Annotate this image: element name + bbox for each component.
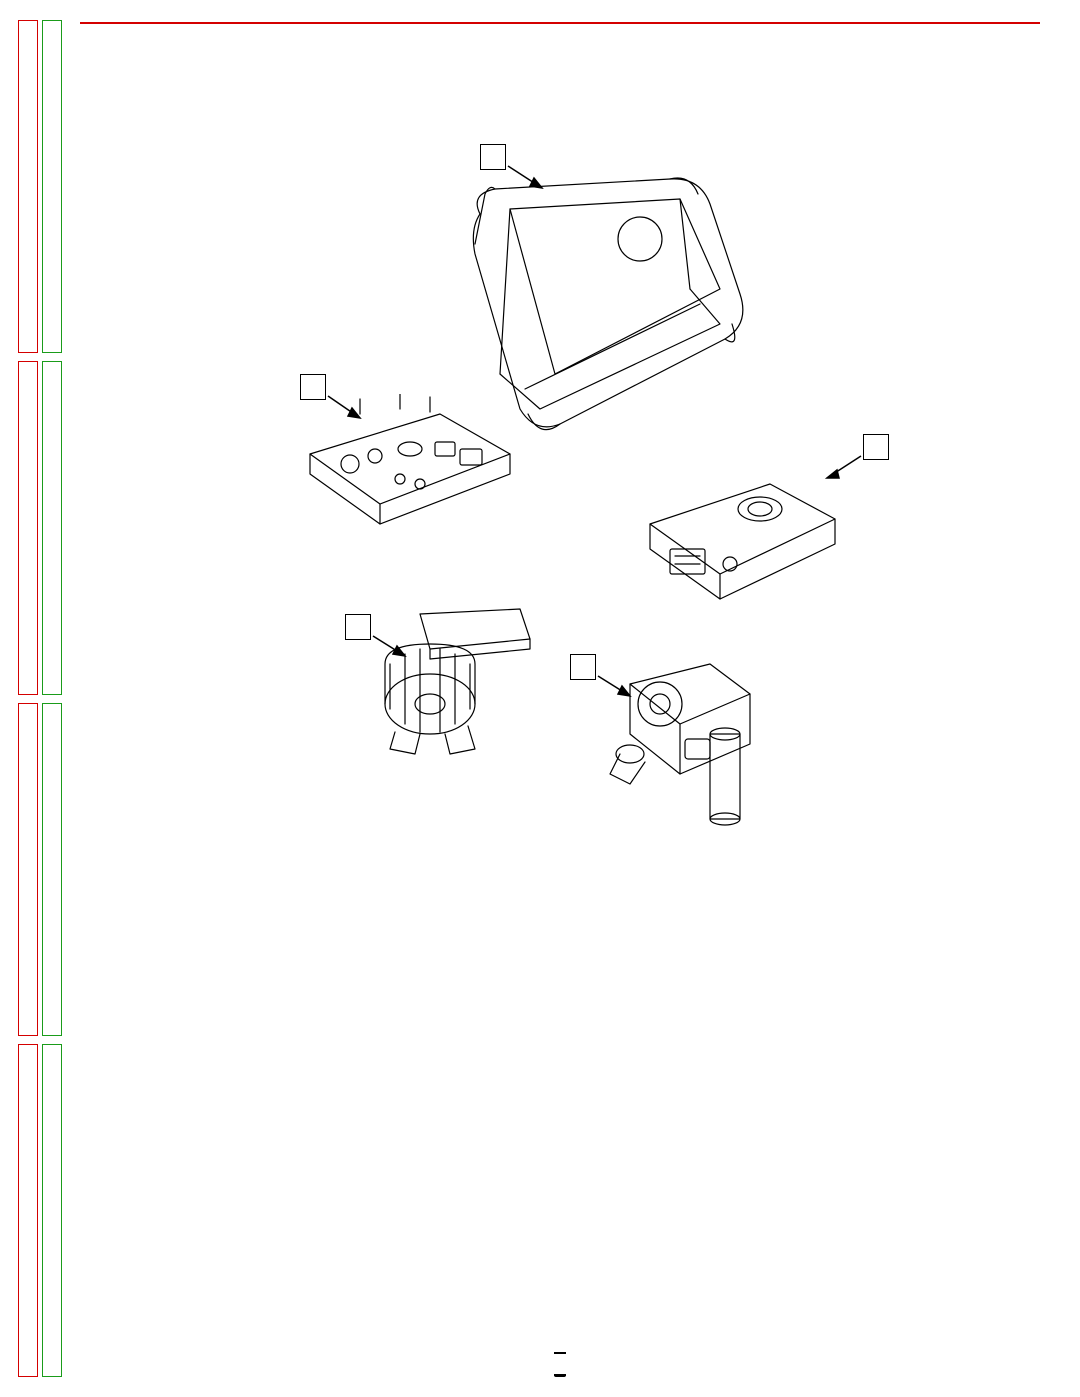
callout-number [570,654,596,680]
callout-number [863,434,889,460]
callout-number [300,374,326,400]
return-section-toc-tab[interactable] [18,703,38,1036]
page-content [80,20,1040,1377]
callout-1 [480,144,554,194]
return-master-toc-tab[interactable] [42,703,62,1036]
callout-5 [570,654,644,704]
return-master-toc-tab[interactable] [42,1044,62,1377]
part-rear-panel-fuel-tank [630,464,850,614]
master-toc-column [42,20,62,1377]
major-component-diagram [240,144,880,804]
return-section-toc-tab[interactable] [18,1044,38,1377]
section-toc-column [18,20,38,1377]
page-header [80,20,1040,24]
callout-4 [815,434,889,484]
return-master-toc-tab[interactable] [42,20,62,353]
brand-logo [554,1354,566,1377]
callout-3 [345,614,419,664]
return-section-toc-tab[interactable] [18,361,38,694]
callout-number [480,144,506,170]
return-master-toc-tab[interactable] [42,361,62,694]
page-footer [80,1350,1040,1377]
return-section-toc-tab[interactable] [18,20,38,353]
callout-2 [300,374,374,424]
side-toc-tabs [18,20,66,1377]
callout-number [345,614,371,640]
